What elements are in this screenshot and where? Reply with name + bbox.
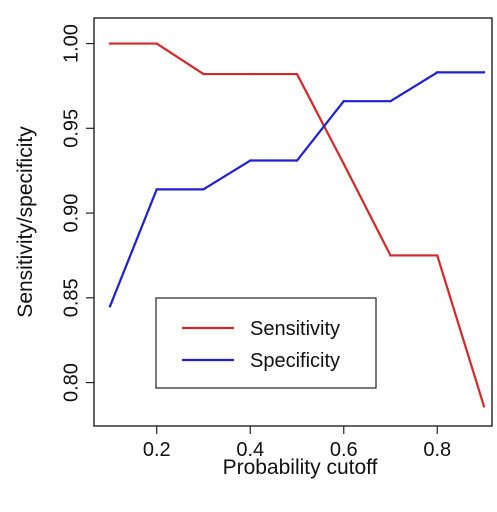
x-tick-label: 0.2 [143,439,171,461]
sensitivity-point [342,162,345,166]
legend-label-specificity: Specificity [250,350,340,372]
plot-frame [93,17,493,427]
specificity-point [436,71,439,74]
specificity-point [342,99,345,103]
y-tick-label: 0.80 [60,363,82,402]
specificity-point [155,188,158,191]
specificity-point [295,159,299,162]
series-layer [108,42,486,408]
y-tick-label: 0.95 [60,109,82,148]
specificity-point [202,188,205,191]
specificity-line [108,71,486,308]
x-tick-label: 0.8 [423,439,451,461]
x-axis: 0.2 0.4 0.6 0.8 [143,426,451,461]
x-tick-label: 0.4 [236,439,264,461]
sensitivity-point [389,254,392,257]
specificity-point [108,305,112,308]
specificity-point [482,71,486,74]
y-tick-label: 1.00 [60,24,82,63]
sensitivity-point [295,72,299,76]
specificity-point [249,159,252,162]
specificity-point [389,99,392,103]
legend-label-sensitivity: Sensitivity [250,318,340,340]
legend: Sensitivity Specificity [155,297,377,389]
y-tick-label: 0.90 [60,194,82,233]
sensitivity-point [249,72,252,76]
sensitivity-point [155,42,158,45]
sensitivity-point [202,72,205,76]
sensitivity-point [436,254,439,257]
sensitivity-point [482,405,486,408]
y-tick-label: 0.85 [60,278,82,317]
sensitivity-point [108,42,112,45]
y-axis-label: Sensitivity/specificity [14,126,37,318]
y-axis: 0.80 0.85 0.90 0.95 1.00 [60,24,94,402]
x-axis-label: Probability cutoff [223,456,378,479]
x-tick-label: 0.6 [330,439,358,461]
legend-box [155,297,377,389]
